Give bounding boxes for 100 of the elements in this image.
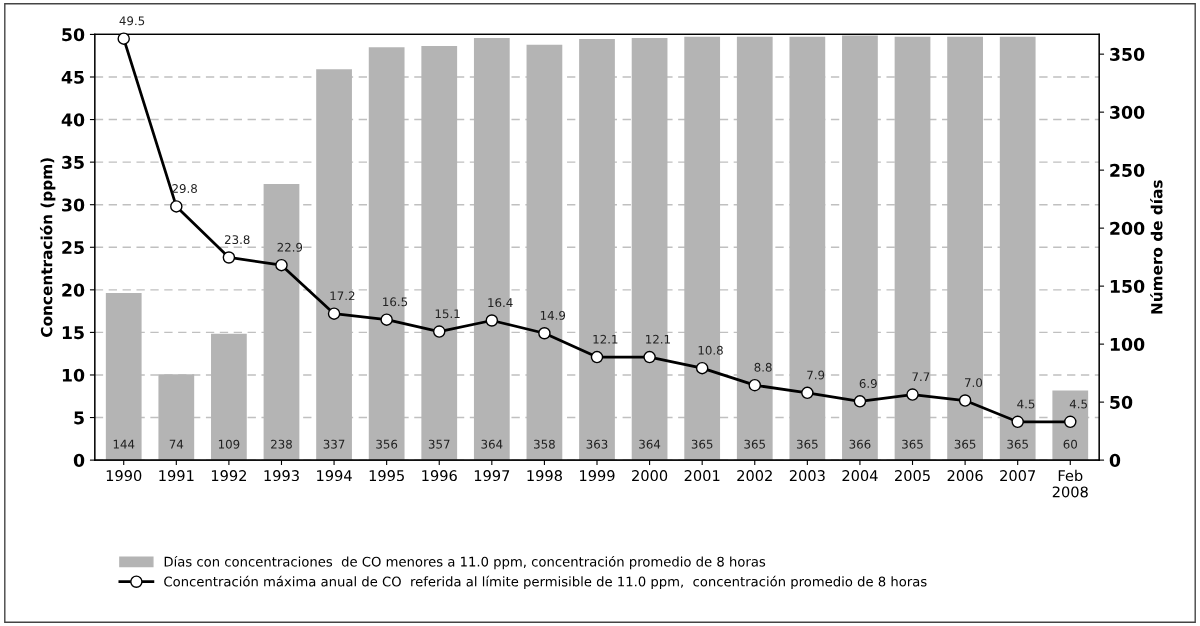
x-tick-label: 1993 xyxy=(264,470,299,482)
point xyxy=(590,350,604,364)
y2-tick-label: 350 xyxy=(1110,47,1145,61)
x-tick-label: 2004 xyxy=(842,470,878,482)
data-label: 144 xyxy=(113,439,135,449)
data-label: 364 xyxy=(481,439,503,449)
point xyxy=(1064,415,1077,429)
y2-tick-label: 0 xyxy=(1109,453,1121,467)
data-label: 14.9 xyxy=(540,310,566,320)
x-tick-label: 1998 xyxy=(527,470,562,482)
data-label: 49.5 xyxy=(119,16,145,26)
point xyxy=(380,313,393,326)
point xyxy=(275,258,288,272)
x-tick-label: 1999 xyxy=(580,470,615,482)
data-label: 365 xyxy=(954,439,976,449)
data-label: 365 xyxy=(1007,439,1028,449)
data-label: 109 xyxy=(218,439,240,449)
data-label: 23.8 xyxy=(224,235,250,245)
y-tick-label: 15 xyxy=(62,326,84,340)
legend-label: Días con concentraciones de CO menores a 11.0 ppm, concentración promedio de 8 horas xyxy=(164,555,766,570)
y-tick-label: 5 xyxy=(74,411,84,425)
y-tick-label: 50 xyxy=(62,28,85,42)
data-label: 10.8 xyxy=(698,345,723,355)
x-tick-label: 1997 xyxy=(474,470,510,482)
x-tick-label: 2007 xyxy=(1000,470,1035,482)
x-tick-label: 2005 xyxy=(895,470,930,482)
point xyxy=(327,307,341,320)
data-label: 8.8 xyxy=(754,362,772,372)
data-label: 358 xyxy=(534,439,555,449)
point xyxy=(853,395,867,408)
x-tick-label: 1992 xyxy=(211,470,246,482)
data-label: 4.5 xyxy=(1069,399,1087,409)
point xyxy=(117,32,130,45)
point xyxy=(906,388,919,401)
data-label: 6.9 xyxy=(859,379,877,388)
data-label: 238 xyxy=(271,439,292,449)
bar xyxy=(789,36,826,461)
y-tick-label: 45 xyxy=(61,70,84,84)
point xyxy=(432,325,446,338)
y-tick-label: 35 xyxy=(62,155,84,169)
data-label: 15.1 xyxy=(435,309,460,319)
x-tick-label: 1994 xyxy=(317,470,352,482)
data-label: 17.2 xyxy=(330,291,355,301)
x-tick-label: 1991 xyxy=(159,470,194,482)
data-label: 74 xyxy=(169,439,184,449)
data-label: 365 xyxy=(902,439,923,449)
data-label: 7.7 xyxy=(912,372,930,381)
y-tick-label: 0 xyxy=(73,453,85,467)
data-label: 4.5 xyxy=(1017,399,1035,409)
data-label: 366 xyxy=(849,439,871,449)
data-label: 60 xyxy=(1063,439,1077,449)
point xyxy=(958,394,972,407)
y2-tick-label: 200 xyxy=(1110,221,1145,235)
x-tick-label: 2003 xyxy=(789,470,825,482)
x-tick-label: 2002 xyxy=(737,470,772,482)
data-label: 12.1 xyxy=(646,334,670,344)
y-tick-label: 20 xyxy=(62,283,85,297)
data-label: 29.8 xyxy=(172,184,197,194)
y2-tick-label: 300 xyxy=(1110,105,1145,119)
point xyxy=(538,327,551,340)
point xyxy=(170,200,183,213)
x-tick-label: 2000 xyxy=(632,470,668,482)
point xyxy=(748,378,762,392)
x-tick-label: Feb 2008 xyxy=(1052,469,1088,498)
data-label: 16.5 xyxy=(383,297,408,307)
data-label: 365 xyxy=(691,439,713,449)
data-label: 16.4 xyxy=(488,298,513,308)
y-tick-label: 25 xyxy=(62,240,84,255)
point xyxy=(485,314,499,327)
y2-tick-label: 100 xyxy=(1110,337,1145,351)
point xyxy=(695,361,709,375)
y-tick-label: 10 xyxy=(62,368,85,382)
y2-tick-label: 50 xyxy=(1110,395,1133,409)
y2-tick-label: 150 xyxy=(1110,279,1145,293)
point xyxy=(222,251,236,264)
y2-axis-title: Número de días xyxy=(1150,180,1163,314)
x-tick-label: 2001 xyxy=(684,470,720,482)
legend-label: Concentración máxima anual de CO referida al límite permisible de 11.0 ppm, concentración promedio de 8 horas xyxy=(164,575,927,590)
data-label: 12.1 xyxy=(593,334,618,344)
point xyxy=(801,386,814,400)
data-label: 364 xyxy=(639,439,661,449)
data-label: 7.0 xyxy=(965,378,983,388)
data-label: 337 xyxy=(323,439,345,449)
y2-tick-label: 250 xyxy=(1110,163,1145,177)
x-tick-label: 2006 xyxy=(947,470,983,482)
point xyxy=(643,350,656,364)
data-label: 357 xyxy=(428,439,450,449)
data-label: 7.9 xyxy=(807,370,825,380)
data-label: 363 xyxy=(586,439,608,449)
data-label: 365 xyxy=(744,439,765,449)
point xyxy=(1011,415,1024,429)
y-tick-label: 40 xyxy=(61,113,85,127)
x-tick-label: 1995 xyxy=(369,470,404,482)
x-tick-label: 1990 xyxy=(106,470,142,482)
data-label: 356 xyxy=(376,439,398,449)
data-label: 365 xyxy=(796,439,818,449)
data-label: 22.9 xyxy=(277,242,303,252)
y-axis-title: Concentración (ppm) xyxy=(39,158,56,337)
x-tick-label: 1996 xyxy=(422,470,457,482)
y-tick-label: 30 xyxy=(62,198,85,212)
